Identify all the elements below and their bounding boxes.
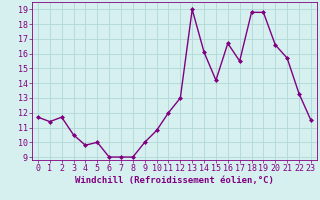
X-axis label: Windchill (Refroidissement éolien,°C): Windchill (Refroidissement éolien,°C) — [75, 176, 274, 185]
